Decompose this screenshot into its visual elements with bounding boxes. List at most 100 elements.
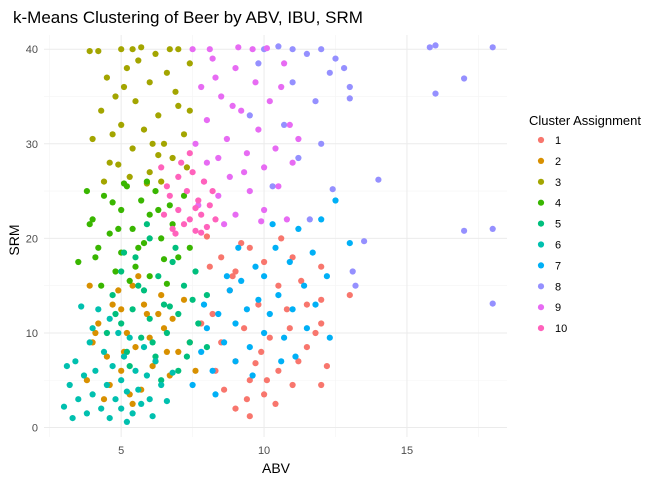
- y-tick-label: 10: [26, 328, 38, 340]
- data-point: [198, 211, 205, 218]
- data-point: [246, 188, 253, 195]
- legend-swatch: [537, 220, 545, 227]
- data-point: [303, 344, 310, 351]
- data-point: [215, 192, 222, 199]
- data-point: [281, 121, 288, 128]
- data-point: [318, 140, 325, 147]
- data-point: [346, 292, 353, 299]
- data-point: [312, 329, 319, 337]
- data-point: [209, 310, 216, 318]
- data-point: [295, 154, 302, 162]
- data-point: [152, 50, 159, 58]
- data-point: [375, 176, 382, 183]
- data-point: [209, 55, 216, 62]
- data-point: [172, 230, 179, 237]
- legend-label: 5: [555, 219, 561, 231]
- legend-items: 1 2 3 4 5 6 7 8 9 10: [537, 135, 567, 335]
- data-point: [132, 98, 139, 105]
- data-point: [169, 221, 176, 228]
- data-point: [223, 273, 230, 280]
- data-point: [289, 306, 296, 313]
- data-point: [281, 334, 288, 341]
- data-point: [138, 334, 145, 341]
- legend-label: 6: [555, 240, 561, 252]
- data-point: [86, 221, 93, 228]
- data-point: [152, 353, 159, 360]
- legend-item-2: 2: [537, 156, 561, 168]
- data-point: [118, 121, 125, 128]
- data-point: [200, 178, 208, 185]
- data-point: [318, 263, 325, 270]
- data-point: [229, 102, 236, 109]
- data-point: [146, 79, 153, 86]
- x-tick-label: 15: [401, 445, 413, 457]
- legend-item-6: 6: [537, 240, 561, 252]
- data-point: [246, 413, 253, 420]
- data-point: [163, 69, 170, 76]
- data-point: [275, 183, 282, 190]
- legend: Cluster Assignment 1 2 3 4 5 6 7 8 9 10: [529, 113, 641, 335]
- data-point: [303, 301, 310, 308]
- data-point: [120, 83, 128, 91]
- data-point: [175, 102, 182, 109]
- x-tick-label: 5: [118, 445, 124, 457]
- data-point: [292, 353, 299, 360]
- data-point: [149, 413, 156, 420]
- data-point: [129, 410, 136, 417]
- data-point: [146, 235, 153, 242]
- data-point: [126, 334, 133, 341]
- data-point: [155, 206, 162, 214]
- data-point: [135, 244, 142, 251]
- data-point: [152, 358, 159, 365]
- data-point: [235, 44, 242, 51]
- legend-swatch: [537, 325, 545, 332]
- data-point: [261, 329, 268, 337]
- data-point: [169, 154, 176, 162]
- legend-label: 7: [555, 260, 561, 272]
- data-point: [169, 258, 176, 266]
- legend-label: 8: [555, 281, 561, 293]
- data-point: [203, 233, 210, 240]
- data-point: [286, 325, 293, 332]
- legend-item-8: 8: [537, 281, 561, 293]
- data-point: [461, 75, 468, 82]
- data-point: [118, 206, 125, 214]
- data-point: [135, 386, 142, 393]
- series-3: [86, 44, 193, 187]
- data-point: [98, 282, 105, 289]
- data-point: [286, 121, 293, 128]
- data-point: [123, 65, 130, 72]
- data-point: [140, 301, 148, 308]
- data-point: [275, 282, 282, 289]
- legend-label: 2: [555, 156, 561, 168]
- data-point: [226, 287, 233, 294]
- data-point: [95, 306, 102, 313]
- data-point: [309, 249, 316, 256]
- data-point: [215, 154, 222, 162]
- data-point: [129, 145, 136, 152]
- data-point: [238, 240, 245, 247]
- data-point: [169, 315, 176, 322]
- data-point: [226, 173, 233, 180]
- data-point: [289, 46, 296, 53]
- data-point: [243, 396, 250, 403]
- data-point: [203, 292, 210, 299]
- y-axis-ticks: 0 10 20 30 40: [26, 44, 38, 434]
- data-point: [289, 381, 296, 389]
- data-point: [132, 367, 139, 374]
- legend-item-1: 1: [537, 135, 561, 147]
- data-point: [163, 329, 170, 337]
- data-point: [126, 173, 133, 180]
- data-point: [160, 301, 168, 308]
- data-point: [295, 358, 302, 365]
- data-point: [218, 254, 225, 261]
- data-point: [232, 65, 239, 72]
- data-point: [112, 93, 119, 100]
- data-point: [289, 79, 296, 86]
- data-point: [272, 400, 279, 407]
- data-point: [206, 46, 213, 53]
- data-point: [258, 218, 265, 225]
- data-point: [95, 320, 102, 327]
- data-point: [312, 301, 319, 308]
